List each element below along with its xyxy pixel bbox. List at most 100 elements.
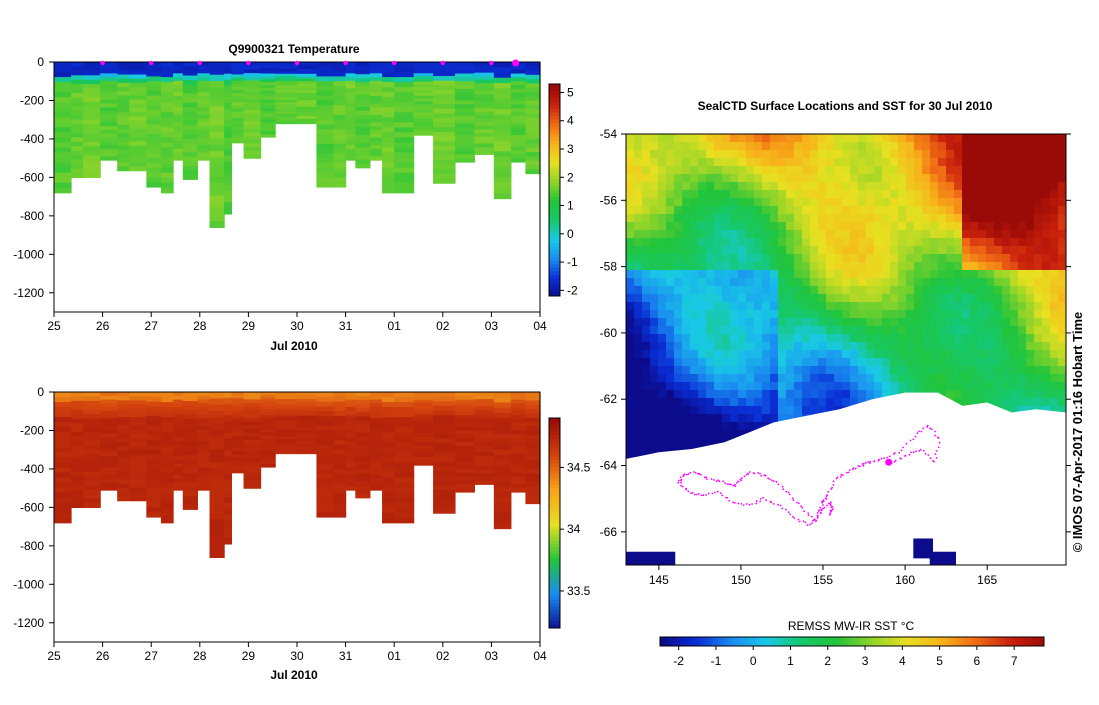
sst-cell — [810, 182, 819, 191]
sst-cell — [1010, 262, 1019, 271]
sst-cell — [770, 174, 779, 183]
sst-cell — [1002, 198, 1011, 207]
sst-cell — [1018, 238, 1027, 247]
profile-cell — [333, 488, 346, 493]
profile-cell — [100, 111, 118, 115]
sst-cell — [818, 166, 827, 175]
sst-cell — [658, 350, 667, 359]
sst-cell — [882, 334, 891, 343]
sst-cell — [914, 254, 923, 263]
sst-cell — [642, 278, 651, 287]
sst-cell — [866, 174, 875, 183]
profile-cell — [197, 145, 210, 149]
sst-cell — [770, 374, 779, 383]
sst-cell — [722, 262, 731, 271]
profile-cell — [474, 467, 494, 471]
sst-cell — [962, 326, 971, 335]
track-point — [826, 498, 828, 500]
track-point — [939, 442, 941, 444]
profile-cell — [394, 402, 414, 408]
sst-cell — [706, 406, 715, 415]
colorbar-segment — [549, 495, 560, 499]
sst-cell — [634, 270, 643, 279]
profile-marker — [198, 61, 202, 65]
sst-cell — [994, 206, 1003, 215]
profile-cell — [224, 427, 232, 433]
profile-cell — [71, 146, 84, 151]
profile-cell — [455, 104, 475, 108]
sst-cell — [1050, 390, 1059, 399]
profile-cell — [183, 424, 198, 429]
sst-cell — [850, 390, 859, 399]
sst-cell — [866, 166, 875, 175]
profile-cell — [511, 396, 526, 400]
profile-cell — [244, 110, 262, 114]
sst-cell — [818, 198, 827, 207]
profile-cell — [183, 76, 198, 81]
sst-cell — [962, 198, 971, 207]
profile-cell — [71, 445, 84, 450]
sst-cell — [818, 150, 827, 159]
sst-cell — [946, 382, 955, 391]
profile-cell — [71, 155, 84, 160]
sst-cell — [858, 358, 867, 367]
sst-cell — [634, 230, 643, 239]
sst-cell — [978, 230, 987, 239]
profile-cell — [224, 196, 232, 202]
profile-cell — [54, 173, 72, 179]
colorbar-segment — [549, 604, 560, 608]
sst-cell — [626, 438, 635, 447]
profile-cell — [382, 503, 395, 509]
profile-cell — [117, 459, 130, 464]
sst-cell — [890, 174, 899, 183]
sst-cell — [834, 262, 843, 271]
profile-cell — [54, 163, 72, 169]
profile-cell — [316, 402, 334, 407]
profile-cell — [83, 410, 101, 415]
profile-cell — [173, 111, 183, 115]
profile-cell — [525, 448, 540, 453]
profile-cell — [244, 84, 262, 88]
profile-cell — [146, 421, 161, 426]
sst-cell — [754, 142, 763, 151]
profile-cell — [455, 66, 475, 70]
profile-cell — [183, 446, 198, 451]
profile-cell — [455, 465, 475, 469]
sst-cell — [634, 166, 643, 175]
sst-cell — [1058, 326, 1067, 335]
profile-cell — [100, 415, 118, 419]
sst-cell — [850, 358, 859, 367]
salinity-y-axis: 0-200-400-600-800-1000-1200 — [13, 385, 54, 630]
profile-cell — [333, 459, 346, 464]
profile-cell — [355, 461, 370, 466]
colorbar-tick-label: 2 — [567, 170, 574, 184]
profile-cell — [197, 88, 210, 92]
sst-cell — [642, 390, 651, 399]
sst-cell — [642, 406, 651, 415]
sst-cell — [786, 270, 795, 279]
sst-cell — [778, 358, 787, 367]
profile-cell — [494, 481, 512, 487]
sst-cell — [818, 142, 827, 151]
sst-cell — [690, 334, 699, 343]
sst-cell — [962, 150, 971, 159]
sst-cell — [930, 150, 939, 159]
sst-cell — [882, 182, 891, 191]
profile-cell — [183, 130, 198, 135]
sst-cell — [1018, 398, 1027, 407]
colorbar-segment — [549, 544, 560, 548]
profile-cell — [455, 139, 475, 143]
sst-cell — [1034, 262, 1043, 271]
colorbar-segment — [549, 593, 560, 597]
profile-cell — [197, 85, 210, 89]
colorbar-segment — [549, 141, 560, 145]
sst-cell — [866, 158, 875, 167]
profile-cell — [316, 153, 334, 158]
sst-cell — [818, 310, 827, 319]
sst-cell — [906, 350, 915, 359]
profile-cell — [382, 462, 395, 468]
profile-cell — [455, 112, 475, 116]
profile-cell — [455, 120, 475, 124]
sst-cell — [778, 254, 787, 263]
